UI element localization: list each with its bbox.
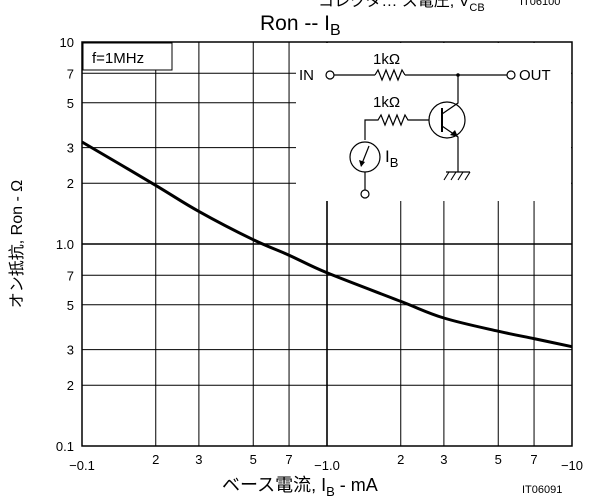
- ground-hatch: [450, 171, 457, 181]
- r2-label: 1kΩ: [373, 94, 400, 111]
- x-axis-label: ベース電流, IB - mA: [222, 475, 378, 497]
- series-line: [81, 140, 573, 349]
- figure-code: IT06091: [522, 484, 562, 496]
- x-tick-labels: −0.1 2 3 5 7 −1.0 2 3 5 7 −10: [69, 452, 583, 473]
- chart-title: Ron -- IB: [260, 12, 341, 39]
- x-tick-label: 2: [397, 452, 404, 467]
- y-tick-label: 3: [67, 141, 74, 156]
- x-tick-label: −0.1: [69, 458, 95, 473]
- source-terminal: [360, 189, 370, 199]
- condition-label: f=1MHz: [92, 50, 144, 67]
- y-tick-label: 3: [67, 343, 74, 358]
- ground-hatch: [457, 171, 464, 181]
- y-tick-label: 2: [67, 176, 74, 191]
- circuit-in-label: IN: [299, 67, 314, 84]
- x-tick-label: 5: [250, 452, 257, 467]
- ground-hatch: [443, 171, 450, 181]
- y-tick-label: 10: [60, 35, 74, 50]
- top-cut-text: コレクタ… ス電圧, VCB: [318, 0, 485, 14]
- x-tick-label: −10: [561, 458, 583, 473]
- y-axis-label: オン抵抗, Ron - Ω: [8, 180, 26, 308]
- y-tick-label: 7: [67, 66, 74, 81]
- circuit-out-label: OUT: [519, 67, 551, 84]
- transistor-collector: [441, 75, 459, 115]
- x-tick-label: 2: [152, 452, 159, 467]
- x-tick-label: 7: [285, 452, 292, 467]
- x-tick-label: 5: [495, 452, 502, 467]
- y-tick-label: 5: [67, 96, 74, 111]
- plot-area: −0.1 2 3 5 7 −1.0 2 3 5 7 −10 10 7 5 3 2 1.0 7 5 3 2 0.1 f=1…: [56, 35, 583, 473]
- top-code: IT06100: [520, 0, 560, 8]
- resistor-r1: [374, 68, 406, 82]
- condition-box: [82, 42, 173, 71]
- out-terminal: [506, 70, 516, 80]
- x-tick-label: 3: [440, 452, 447, 467]
- resistor-r2: [364, 113, 430, 140]
- current-arrowhead-icon: [359, 160, 365, 167]
- y-tick-labels: 10 7 5 3 2 1.0 7 5 3 2 0.1: [56, 35, 74, 454]
- y-tick-label: 1.0: [56, 237, 74, 252]
- circuit-diagram: IN OUT 1kΩ 1kΩ: [296, 43, 571, 201]
- y-tick-label: 5: [67, 298, 74, 313]
- r1-label: 1kΩ: [373, 51, 400, 68]
- x-tick-label: 7: [530, 452, 537, 467]
- source-label: IB: [385, 147, 398, 170]
- x-tick-label: −1.0: [314, 458, 340, 473]
- y-tick-label: 7: [67, 268, 74, 283]
- y-tick-label: 2: [67, 378, 74, 393]
- in-terminal: [325, 70, 335, 80]
- emitter-arrow-icon: [450, 130, 458, 137]
- transistor-icon: [428, 101, 466, 139]
- x-tick-label: 3: [195, 452, 202, 467]
- junction-dot: [456, 73, 460, 77]
- ground-hatch: [464, 171, 471, 181]
- y-tick-label: 0.1: [56, 439, 74, 454]
